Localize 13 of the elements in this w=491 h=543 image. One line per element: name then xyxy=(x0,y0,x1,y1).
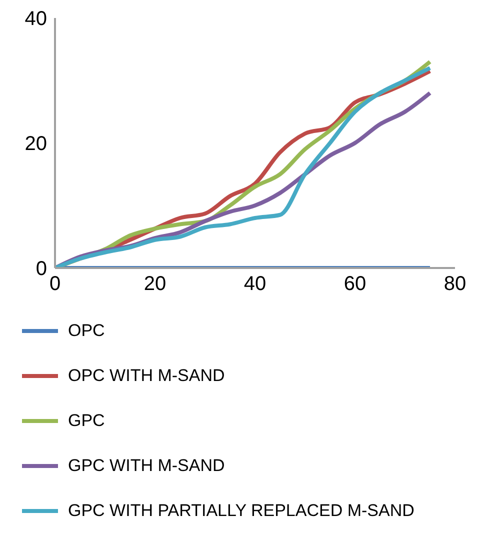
y-tick-label: 40 xyxy=(24,8,47,30)
y-tick-label: 20 xyxy=(24,133,47,156)
legend-label: GPC WITH M-SAND xyxy=(68,456,225,476)
x-tick-label: 0 xyxy=(49,273,61,296)
x-tick-label: 20 xyxy=(144,273,166,296)
x-tick-label: 40 xyxy=(244,273,266,296)
legend-label: OPC xyxy=(68,320,105,340)
legend-label: GPC WITH PARTIALLY REPLACED M-SAND xyxy=(68,500,414,520)
x-tick-label: 80 xyxy=(444,273,466,296)
x-tick-label: 60 xyxy=(344,273,366,296)
y-tick-label: 0 xyxy=(36,258,47,280)
legend-label: OPC WITH M-SAND xyxy=(68,366,225,386)
legend-label: GPC xyxy=(68,410,105,430)
